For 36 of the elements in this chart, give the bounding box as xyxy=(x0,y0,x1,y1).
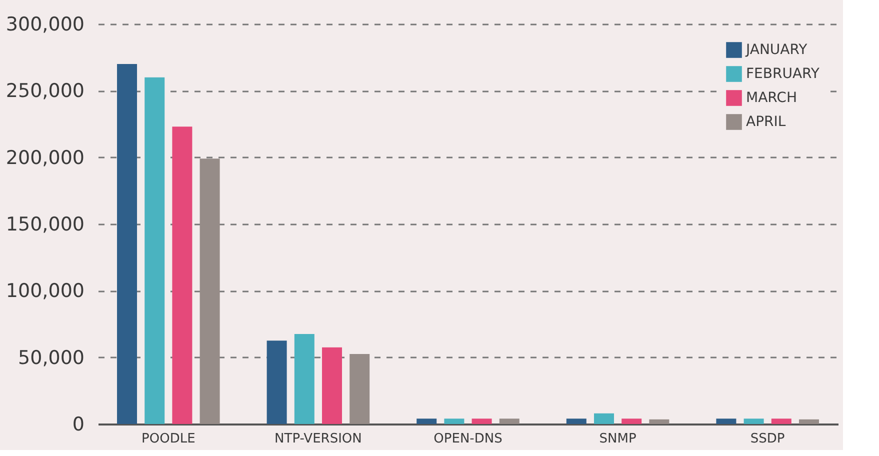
bar xyxy=(294,334,314,424)
y-tick-label: 100,000 xyxy=(6,280,84,302)
bar xyxy=(144,77,165,424)
bar xyxy=(266,340,287,424)
bar xyxy=(594,413,614,424)
x-tick-label: POODLE xyxy=(142,432,196,446)
bar xyxy=(499,418,520,424)
bar xyxy=(416,418,437,424)
y-tick-label: 300,000 xyxy=(6,14,84,36)
legend-label: FEBRUARY xyxy=(746,66,820,82)
x-tick-label: OPEN-DNS xyxy=(434,432,502,446)
y-tick-label: 0 xyxy=(72,414,84,436)
bar xyxy=(117,64,138,424)
bar xyxy=(566,418,586,424)
bar xyxy=(200,158,220,424)
legend-label: MARCH xyxy=(746,90,797,106)
x-tick-label: SNMP xyxy=(599,432,636,446)
bar xyxy=(172,126,192,424)
bar xyxy=(472,418,492,424)
bar xyxy=(444,418,464,424)
bar xyxy=(798,419,819,424)
y-tick-label: 150,000 xyxy=(6,214,84,236)
y-tick-label: 200,000 xyxy=(6,146,84,169)
x-tick-label: NTP-VERSION xyxy=(274,432,362,446)
y-tick-label: 50,000 xyxy=(18,346,84,369)
bar xyxy=(322,347,342,424)
bar xyxy=(771,418,792,424)
x-tick-label: SSDP xyxy=(750,432,785,446)
y-tick-label: 250,000 xyxy=(6,80,84,102)
legend-label: APRIL xyxy=(746,114,786,130)
bar xyxy=(622,418,642,424)
bar xyxy=(744,418,764,424)
bar xyxy=(350,354,370,424)
bar xyxy=(649,419,670,424)
bar xyxy=(716,418,736,424)
legend-label: JANUARY xyxy=(745,42,808,58)
